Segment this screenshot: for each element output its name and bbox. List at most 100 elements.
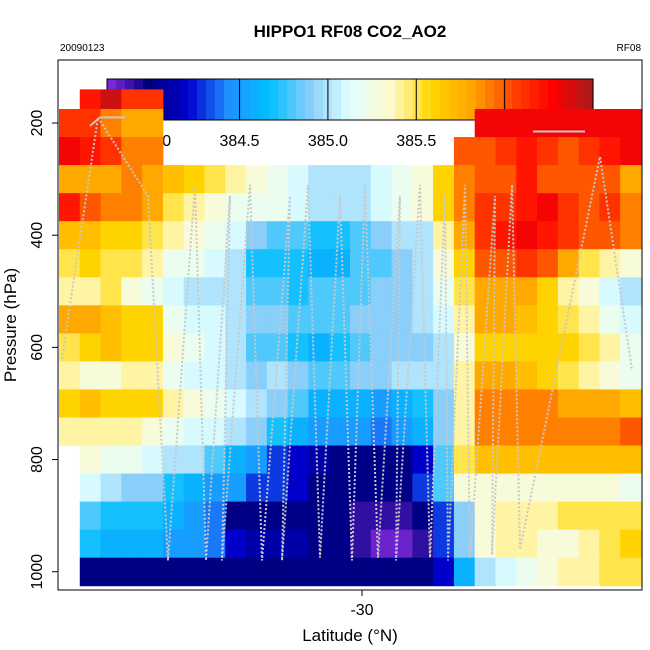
- heatmap-cell: [183, 389, 205, 418]
- heatmap-cell: [308, 221, 330, 250]
- colorbar-segment: [557, 79, 567, 120]
- y-tick-label: 600: [29, 334, 46, 361]
- heatmap-cell: [142, 109, 164, 138]
- colorbar: [106, 78, 594, 121]
- heatmap-cells: [59, 89, 642, 587]
- heatmap-cell: [246, 249, 268, 278]
- colorbar-segment: [521, 79, 531, 120]
- heatmap-cell: [537, 473, 559, 503]
- heatmap-cell: [557, 193, 580, 222]
- heatmap-cell: [474, 417, 496, 447]
- heatmap-cell: [453, 501, 476, 531]
- heatmap-cell: [557, 557, 580, 587]
- heatmap-cell: [329, 445, 351, 475]
- heatmap-cell: [578, 193, 600, 222]
- colorbar-segment: [161, 79, 171, 120]
- heatmap-cell: [183, 277, 205, 306]
- heatmap-cell: [537, 557, 559, 587]
- y-axis: 200 400 600 800 1000: [29, 110, 58, 590]
- heatmap-cell: [225, 501, 247, 531]
- heatmap-cell: [225, 333, 247, 362]
- heatmap-cell: [329, 361, 351, 390]
- heatmap-cell: [308, 193, 330, 222]
- heatmap-cell: [121, 89, 143, 110]
- heatmap-cell: [246, 557, 268, 587]
- heatmap-cell: [433, 445, 455, 475]
- heatmap-cell: [370, 333, 393, 362]
- heatmap-cell: [142, 557, 164, 587]
- heatmap-cell: [162, 501, 185, 531]
- heatmap-cell: [308, 361, 330, 390]
- heatmap-cell: [412, 557, 434, 587]
- heatmap-cell: [620, 221, 642, 250]
- heatmap-cell: [100, 277, 122, 306]
- heatmap-cell: [578, 501, 600, 531]
- heatmap-cell: [516, 305, 538, 334]
- heatmap-cell: [246, 501, 268, 531]
- heatmap-cell: [453, 305, 476, 334]
- heatmap-cell: [433, 165, 455, 194]
- heatmap-cell: [370, 249, 393, 278]
- heatmap-cell: [266, 193, 289, 222]
- heatmap-cell: [391, 249, 413, 278]
- heatmap-cell: [329, 529, 351, 559]
- heatmap-cell: [183, 501, 205, 531]
- heatmap-cell: [474, 473, 496, 503]
- heatmap-cell: [578, 165, 600, 194]
- heatmap-cell: [620, 137, 642, 166]
- heatmap-cell: [287, 529, 309, 559]
- heatmap-cell: [266, 445, 289, 475]
- heatmap-cell: [557, 417, 580, 447]
- heatmap-cell: [578, 529, 600, 559]
- colorbar-segment: [233, 79, 243, 120]
- heatmap-cell: [516, 417, 538, 447]
- heatmap-cell: [350, 389, 372, 418]
- heatmap-cell: [162, 473, 185, 503]
- heatmap-cell: [59, 333, 81, 362]
- heatmap-cell: [370, 277, 393, 306]
- heatmap-cell: [537, 389, 559, 418]
- heatmap-cell: [474, 501, 496, 531]
- heatmap-cell: [225, 445, 247, 475]
- heatmap-cell: [183, 361, 205, 390]
- heatmap-cell: [142, 193, 164, 222]
- heatmap-cell: [453, 445, 476, 475]
- heatmap-cell: [495, 305, 517, 334]
- colorbar-segment: [296, 79, 306, 120]
- heatmap-cell: [142, 221, 164, 250]
- heatmap-cell: [516, 557, 538, 587]
- heatmap-cell: [59, 305, 81, 334]
- heatmap-cell: [391, 501, 413, 531]
- heatmap-cell: [433, 361, 455, 390]
- heatmap-cell: [246, 333, 268, 362]
- heatmap-cell: [516, 529, 538, 559]
- heatmap-cell: [204, 501, 226, 531]
- heatmap-cell: [453, 193, 476, 222]
- colorbar-segment: [449, 79, 459, 120]
- heatmap-cell: [79, 137, 102, 166]
- heatmap-cell: [308, 501, 330, 531]
- heatmap-cell: [474, 557, 496, 587]
- heatmap-cell: [121, 109, 143, 138]
- heatmap-cell: [620, 193, 642, 222]
- plot-frame: [57, 59, 643, 591]
- heatmap-cell: [578, 473, 600, 503]
- colorbar-segment: [359, 79, 369, 120]
- heatmap-cell: [620, 249, 642, 278]
- x-axis-label: Latitude (°N): [302, 626, 398, 645]
- colorbar-segment: [476, 79, 486, 120]
- heatmap-cell: [453, 277, 476, 306]
- heatmap-cell: [100, 333, 122, 362]
- heatmap-cell: [391, 165, 413, 194]
- heatmap-cell: [620, 109, 642, 138]
- heatmap-cell: [516, 277, 538, 306]
- heatmap-cell: [266, 361, 289, 390]
- heatmap-cell: [142, 305, 164, 334]
- colorbar-segment: [260, 79, 270, 120]
- heatmap-cell: [329, 277, 351, 306]
- heatmap-cell: [433, 501, 455, 531]
- heatmap-cell: [391, 417, 413, 447]
- heatmap-cell: [225, 249, 247, 278]
- heatmap-cell: [516, 361, 538, 390]
- heatmap-cell: [557, 529, 580, 559]
